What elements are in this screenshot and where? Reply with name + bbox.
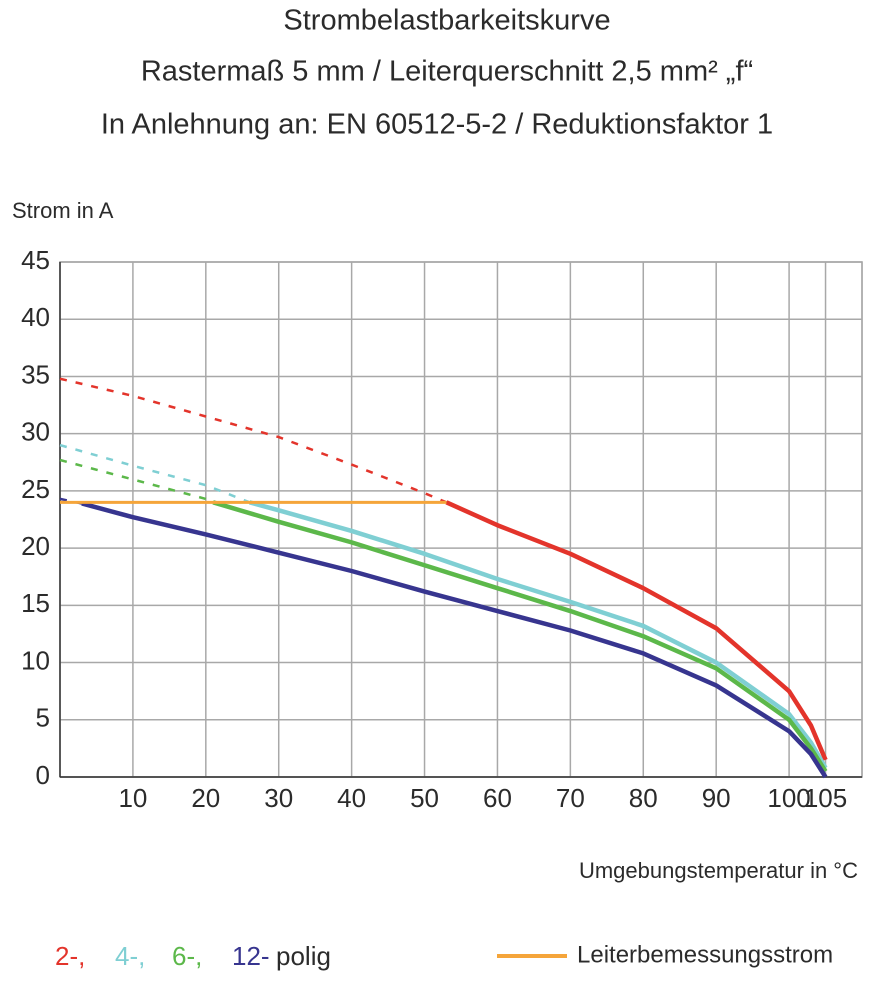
x-tick-label: 50 (410, 783, 439, 813)
y-tick-label: 0 (36, 760, 50, 790)
y-tick-label: 30 (21, 417, 50, 447)
x-tick-label: 105 (804, 783, 847, 813)
x-axis-label: Umgebungstemperatur in °C (579, 858, 858, 883)
x-tick-label: 70 (556, 783, 585, 813)
y-tick-label: 15 (21, 588, 50, 618)
legend-label: Leiterbemessungsstrom (577, 941, 833, 968)
legend-label: 4-, (115, 941, 145, 971)
x-tick-label: 40 (337, 783, 366, 813)
series-line (248, 500, 828, 769)
x-tick-label: 10 (118, 783, 147, 813)
y-tick-label: 45 (21, 245, 50, 275)
y-tick-label: 35 (21, 359, 50, 389)
extrapolated-line (59, 443, 251, 504)
extrapolated-line (59, 458, 214, 504)
x-tick-label: 60 (483, 783, 512, 813)
title-line: Rastermaß 5 mm / Leiterquerschnitt 2,5 m… (141, 56, 753, 88)
legend-label: 6-, (172, 941, 202, 971)
legend-label: 2-, (55, 941, 85, 971)
extrapolated-line (59, 377, 447, 504)
series-line (212, 500, 828, 773)
series-line (445, 500, 828, 761)
x-tick-label: 90 (702, 783, 731, 813)
title-line: In Anlehnung an: EN 60512-5-2 / Reduktio… (101, 109, 773, 141)
series-line (81, 501, 828, 779)
x-tick-label: 20 (191, 783, 220, 813)
title-line: Strombelastbarkeitskurve (283, 5, 610, 37)
y-tick-label: 5 (36, 703, 50, 733)
legend-suffix: polig (276, 941, 331, 971)
x-tick-label: 80 (629, 783, 658, 813)
legend-label: 12- (232, 941, 270, 971)
x-tick-label: 30 (264, 783, 293, 813)
y-tick-label: 20 (21, 531, 50, 561)
y-tick-label: 25 (21, 474, 50, 504)
y-axis-label: Strom in A (12, 198, 114, 223)
y-tick-label: 10 (21, 645, 50, 675)
y-tick-label: 40 (21, 302, 50, 332)
x-tick-label: 100 (767, 783, 810, 813)
